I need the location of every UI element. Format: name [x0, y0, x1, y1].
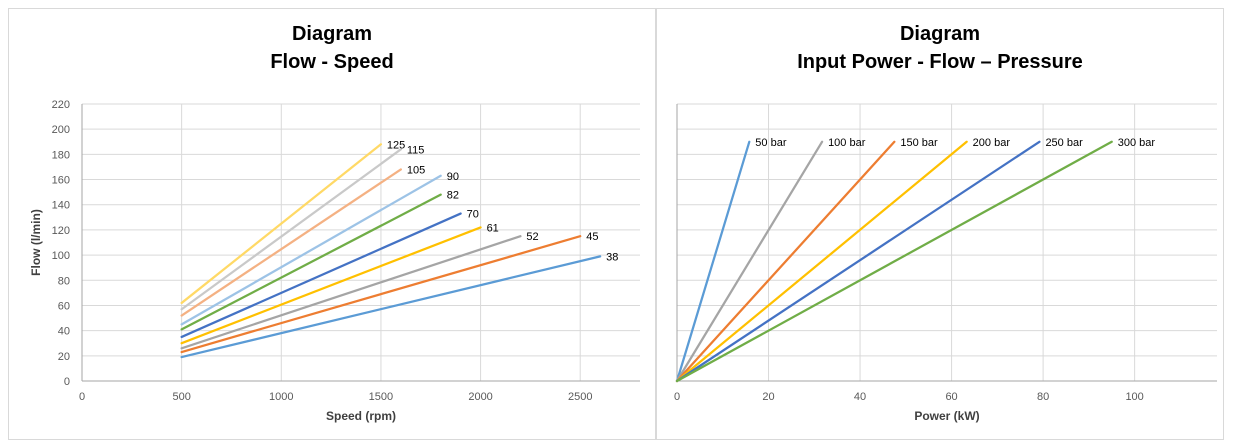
- y-axis-title: Flow (l/min): [29, 209, 43, 276]
- y-tick-label: 140: [52, 200, 70, 212]
- y-tick-label: 120: [52, 225, 70, 237]
- x-axis-title: Speed (rpm): [326, 409, 396, 423]
- x-tick-label: 2000: [468, 391, 492, 403]
- x-tick-label: 1500: [369, 391, 393, 403]
- series-label: 200 bar: [973, 137, 1011, 149]
- series-line: [180, 235, 582, 354]
- series-line: [180, 174, 442, 326]
- series-line: [675, 140, 1113, 383]
- series-line: [675, 140, 1041, 383]
- y-tick-label: 180: [52, 149, 70, 161]
- series-label: 125: [387, 139, 405, 151]
- series-label: 82: [447, 190, 459, 202]
- series-line: [180, 148, 402, 311]
- series-label: 70: [467, 209, 479, 221]
- flow-speed-chart-panel: Diagram Flow - Speed: [8, 8, 656, 440]
- chart-title: Diagram: [291, 23, 373, 45]
- series-line: [180, 193, 442, 331]
- series-line: [675, 140, 968, 383]
- chart-title: Diagram: [899, 23, 981, 45]
- series-label: 90: [447, 171, 459, 183]
- series-label: 45: [586, 231, 598, 243]
- y-tick-label: 60: [58, 300, 70, 312]
- y-tick-label: 0: [64, 376, 70, 388]
- series-line: [675, 140, 824, 383]
- series-label: 38: [606, 251, 618, 263]
- series-label: 115: [407, 144, 425, 156]
- series-label: 250 bar: [1045, 137, 1083, 149]
- chart-subtitle: Input Power - Flow – Pressure: [797, 51, 1083, 73]
- x-tick-label: 0: [79, 391, 85, 403]
- series-line: [180, 143, 383, 305]
- series-label: 100 bar: [828, 137, 866, 149]
- x-tick-label: 80: [1037, 391, 1049, 403]
- x-tick-label: 0: [674, 391, 680, 403]
- x-tick-label: 1000: [269, 391, 293, 403]
- series-line: [180, 235, 522, 350]
- x-tick-label: 20: [762, 391, 774, 403]
- series-line: [180, 255, 602, 359]
- x-axis-title: Power (kW): [914, 409, 979, 423]
- x-tick-label: 60: [945, 391, 957, 403]
- y-tick-label: 80: [58, 275, 70, 287]
- x-tick-label: 2500: [568, 391, 592, 403]
- series-label: 300 bar: [1118, 137, 1156, 149]
- series-line: [180, 168, 402, 317]
- chart-subtitle: Flow - Speed: [270, 51, 394, 73]
- series-label: 61: [487, 222, 499, 234]
- series-label: 52: [526, 231, 538, 243]
- series-line: [675, 140, 751, 383]
- power-flow-pressure-chart-panel: Diagram Input Power - Flow – Pressure: [656, 8, 1224, 440]
- series-line: [180, 226, 482, 345]
- x-tick-label: 500: [172, 391, 190, 403]
- series-label: 105: [407, 164, 425, 176]
- series-label: 50 bar: [755, 137, 787, 149]
- series-line: [675, 140, 896, 383]
- x-tick-label: 40: [854, 391, 866, 403]
- y-tick-label: 220: [52, 99, 70, 111]
- y-tick-label: 40: [58, 326, 70, 338]
- y-tick-label: 200: [52, 124, 70, 136]
- y-tick-label: 100: [52, 250, 70, 262]
- x-tick-label: 100: [1125, 391, 1143, 403]
- y-tick-label: 160: [52, 175, 70, 187]
- series-label: 150 bar: [900, 137, 938, 149]
- y-tick-label: 20: [58, 351, 70, 363]
- series-line: [180, 212, 462, 339]
